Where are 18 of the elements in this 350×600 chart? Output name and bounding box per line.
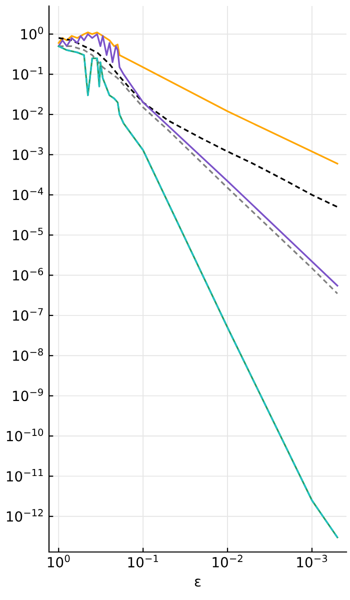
y-tick-label: 10$^{−9}$ xyxy=(13,388,43,402)
y-tick-label: 10$^{−2}$ xyxy=(13,107,43,120)
y-tick-label: 10$^{−11}$ xyxy=(6,468,43,482)
y-tick-label: 10$^{−4}$ xyxy=(13,188,44,200)
x-tick-label: 10$^{−3}$ xyxy=(297,554,328,568)
y-tick-label: 10$^{−1}$ xyxy=(13,67,43,80)
x-tick-label: 10$^{−1}$ xyxy=(128,554,158,568)
y-tick-label: 10$^{−7}$ xyxy=(13,308,43,321)
y-tick-label: 10$^{0}$ xyxy=(21,26,44,40)
y-tick-label: 10$^{−8}$ xyxy=(13,348,43,361)
x-axis-title: ε xyxy=(194,578,201,587)
x-tick-label: 10$^{0}$ xyxy=(48,554,70,568)
y-tick-label: 10$^{−12}$ xyxy=(6,509,43,522)
x-tick-label: 10$^{−2}$ xyxy=(212,554,242,568)
y-tick-label: 10$^{−6}$ xyxy=(13,268,44,281)
y-tick-label: 10$^{−3}$ xyxy=(13,147,43,160)
y-tick-label: 10$^{−5}$ xyxy=(13,228,43,240)
y-tick-label: 10$^{−10}$ xyxy=(6,428,44,442)
